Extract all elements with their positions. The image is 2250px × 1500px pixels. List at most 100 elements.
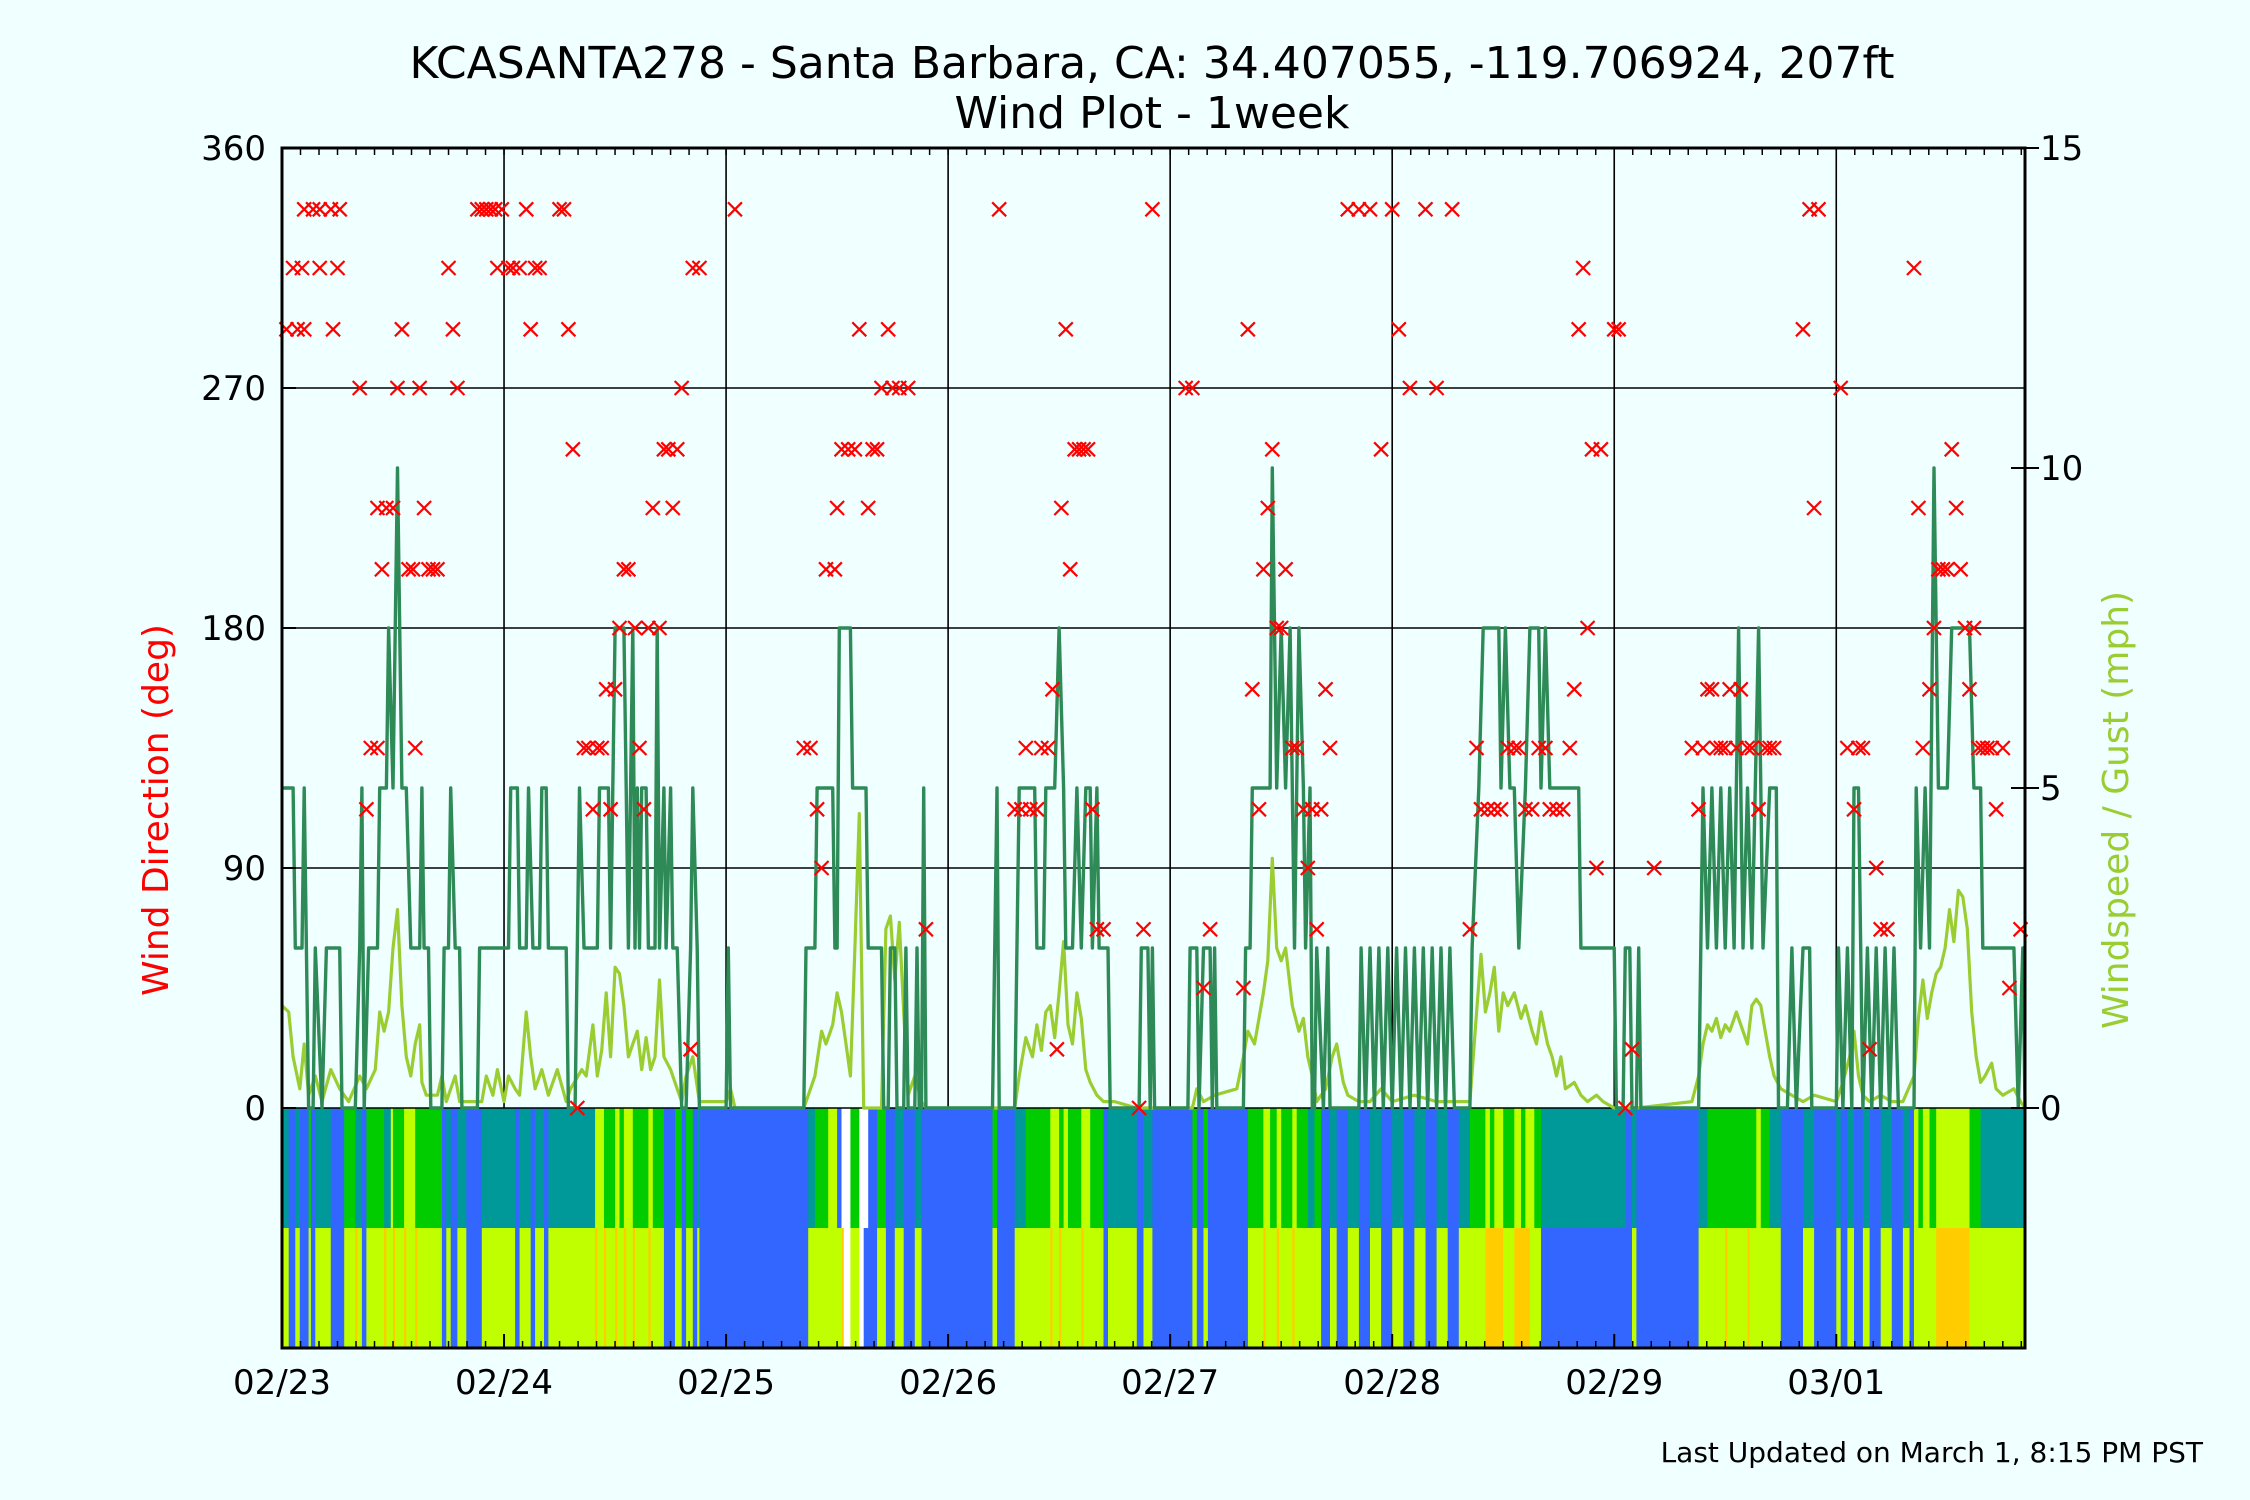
direction-marker <box>656 441 672 458</box>
direction-marker <box>1402 380 1418 396</box>
x-tick-label: 02/24 <box>455 1363 553 1403</box>
direction-marker <box>1530 740 1547 756</box>
band-lower-segment <box>357 1228 363 1348</box>
direction-marker <box>991 201 1007 218</box>
direction-marker <box>1606 321 1623 338</box>
band-upper-segment <box>1625 1108 1633 1228</box>
y-left-tick-label: 360 <box>201 129 266 169</box>
direction-marker <box>425 561 441 578</box>
direction-marker <box>691 260 708 276</box>
band-upper-segment <box>1698 1108 1709 1228</box>
direction-marker <box>511 260 528 276</box>
band-upper-segment <box>515 1108 521 1228</box>
band-lower-segment <box>1632 1228 1637 1348</box>
direction-marker <box>1468 740 1485 756</box>
band-upper-segment <box>355 1108 363 1228</box>
chart-title: KCASANTA278 - Santa Barbara, CA: 34.4070… <box>409 38 1894 89</box>
direction-marker <box>1713 740 1729 756</box>
direction-marker <box>449 380 466 396</box>
direction-marker <box>864 441 881 458</box>
direction-marker <box>358 801 375 818</box>
band-upper-segment <box>450 1108 458 1228</box>
band-lower-segment <box>1909 1228 1915 1348</box>
direction-marker <box>363 740 379 756</box>
direction-marker <box>560 321 577 338</box>
plot-border <box>280 146 2027 1350</box>
direction-marker <box>585 801 601 818</box>
direction-marker <box>1524 801 1540 818</box>
band-lower-segment <box>466 1228 483 1348</box>
direction-marker <box>1195 980 1212 996</box>
band-lower-segment <box>366 1228 385 1348</box>
band-lower-segment <box>1854 1228 1864 1348</box>
band-upper-segment <box>1063 1108 1069 1228</box>
chart-subtitle: Wind Plot - 1week <box>955 88 1350 139</box>
band-lower-segment <box>1578 1228 1626 1348</box>
direction-marker <box>522 321 539 338</box>
band-upper-segment <box>1314 1108 1322 1228</box>
band-lower-segment <box>1014 1228 1051 1348</box>
band-lower-segment <box>386 1228 394 1348</box>
band-upper-segment <box>1707 1108 1757 1228</box>
direction-marker <box>847 441 863 458</box>
direction-marker <box>1486 801 1503 818</box>
band-upper-segment <box>361 1108 367 1228</box>
direction-marker <box>873 380 890 396</box>
direction-marker <box>1872 921 1889 938</box>
band-upper-segment <box>530 1108 536 1228</box>
band-lower-segment <box>617 1228 625 1348</box>
direction-marker <box>1926 620 1942 636</box>
direction-marker <box>616 561 632 578</box>
direction-marker <box>1988 801 2004 818</box>
band-upper-segment <box>1458 1108 1471 1228</box>
band-lower-segment <box>450 1228 458 1348</box>
band-lower-segment <box>282 1228 290 1348</box>
direction-marker <box>833 441 850 458</box>
band-upper-segment <box>1780 1108 1804 1228</box>
band-upper-segment <box>441 1108 447 1228</box>
band-upper-segment <box>1862 1108 1871 1228</box>
direction-marker <box>1062 561 1079 578</box>
band-lower-segment <box>1529 1228 1542 1348</box>
direction-marker <box>1562 740 1578 756</box>
direction-marker <box>445 321 461 338</box>
band-upper-segment <box>1869 1108 1882 1228</box>
direction-marker <box>1510 740 1527 756</box>
direction-marker <box>1761 740 1778 756</box>
direction-marker <box>487 201 503 218</box>
band-lower-segment <box>1747 1228 1751 1348</box>
direction-marker <box>602 801 619 818</box>
direction-marker <box>813 860 830 876</box>
band-upper-segment <box>330 1108 345 1228</box>
band-lower-segment <box>1152 1228 1189 1348</box>
band-upper-segment <box>1192 1108 1198 1228</box>
band-upper-segment <box>1632 1108 1637 1228</box>
band-upper-segment <box>1336 1108 1349 1228</box>
band-upper-segment <box>894 1108 905 1228</box>
direction-marker <box>1610 321 1627 338</box>
direction-marker <box>827 561 843 578</box>
direction-marker <box>385 500 401 516</box>
band-upper-segment <box>1108 1108 1138 1228</box>
band-lower-segment <box>1321 1228 1331 1348</box>
direction-marker <box>400 561 417 578</box>
band-lower-segment <box>288 1228 296 1348</box>
band-lower-segment <box>615 1228 618 1348</box>
band-upper-segment <box>1936 1108 1971 1228</box>
band-lower-segment <box>344 1228 356 1348</box>
direction-marker <box>2001 980 2018 996</box>
band-upper-segment <box>1296 1108 1309 1228</box>
direction-marker <box>1588 860 1605 876</box>
band-lower-segment <box>1192 1228 1198 1348</box>
band-lower-segment <box>1503 1228 1515 1348</box>
band-lower-segment <box>859 1228 865 1348</box>
band-lower-segment <box>1869 1228 1882 1348</box>
band-lower-segment <box>604 1228 607 1348</box>
band-lower-segment <box>1381 1228 1393 1348</box>
band-lower-segment <box>1780 1228 1804 1348</box>
band-lower-segment <box>1196 1228 1205 1348</box>
direction-marker <box>880 321 896 338</box>
windspeed-series <box>282 466 2027 1110</box>
band-upper-segment <box>652 1108 665 1228</box>
direction-marker <box>411 380 428 396</box>
